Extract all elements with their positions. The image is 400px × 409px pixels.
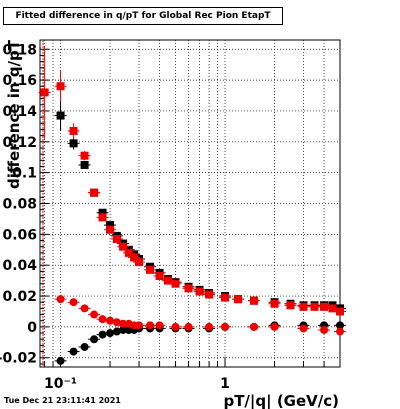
data-point: [90, 335, 99, 344]
data-point: [171, 279, 180, 288]
data-point: [119, 242, 128, 251]
data-point: [98, 208, 107, 217]
data-point: [184, 322, 193, 331]
data-point: [221, 293, 230, 302]
series-1: [38, 46, 346, 316]
data-point: [299, 324, 308, 333]
data-point: [184, 284, 193, 293]
data-point: [90, 310, 99, 319]
data-point: [98, 330, 107, 339]
y-tick-label: 0.14: [2, 104, 37, 120]
data-point: [135, 321, 144, 330]
data-point: [221, 322, 230, 331]
data-point: [69, 127, 78, 136]
data-point: [98, 315, 107, 324]
y-tick-label: 0: [27, 320, 37, 336]
axis-ticks: [40, 48, 341, 367]
data-point: [320, 325, 329, 334]
y-tick-label: 0.18: [2, 42, 37, 58]
data-point: [336, 327, 344, 336]
data-point: [80, 160, 89, 169]
data-point: [98, 213, 107, 222]
data-point: [56, 111, 65, 120]
data-point: [69, 347, 78, 356]
data-point: [69, 139, 78, 148]
y-tick-label: 0.06: [2, 227, 37, 243]
x-tick-label: 1: [220, 376, 230, 392]
series-3: [54, 295, 346, 336]
data-point: [328, 304, 337, 313]
data-point: [80, 151, 89, 160]
data-point: [124, 248, 133, 257]
data-point: [112, 234, 121, 243]
y-axis-label: difference in q/pT: [5, 39, 23, 189]
y-tick-label: 0.02: [2, 289, 37, 305]
data-point: [106, 329, 115, 338]
data-point: [135, 258, 144, 267]
data-point: [90, 188, 99, 197]
data-point: [106, 225, 115, 234]
chart-title: Fitted difference in q/pT for Global Rec…: [3, 7, 283, 25]
data-point: [195, 287, 204, 296]
data-point: [270, 299, 279, 308]
data-point: [40, 88, 49, 97]
y-tick-label: -0.02: [0, 351, 37, 367]
x-tick-label: 10⁻¹: [44, 376, 77, 392]
data-point: [80, 342, 89, 351]
data-marks: [38, 46, 346, 365]
data-point: [130, 253, 139, 262]
data-point: [56, 295, 65, 304]
data-point: [336, 321, 344, 330]
data-point: [56, 82, 65, 91]
data-point: [249, 322, 258, 331]
data-point: [205, 322, 214, 331]
data-point: [106, 221, 115, 230]
timestamp: Tue Dec 21 23:11:41 2021: [4, 396, 121, 405]
data-point: [320, 302, 329, 311]
data-point: [56, 356, 65, 365]
data-point: [299, 302, 308, 311]
data-point: [80, 304, 89, 313]
data-point: [163, 276, 172, 285]
data-point: [69, 298, 78, 307]
data-point: [249, 296, 258, 305]
y-tick-label: 0.16: [2, 73, 37, 89]
data-point: [286, 301, 295, 310]
data-point: [171, 322, 180, 331]
data-point: [205, 290, 214, 299]
tick-labels: -0.02 0 0.02 0.04 0.06 0.08 0.1 0.12 0.14 0.16 0.1…: [0, 42, 230, 392]
x-axis-label: pT/|q| (GeV/c): [223, 392, 339, 409]
data-point: [310, 302, 319, 311]
y-tick-label: 0.08: [2, 197, 37, 213]
y-tick-label: 0.04: [2, 258, 37, 274]
y-tick-label: 0.12: [2, 135, 37, 151]
data-point: [270, 322, 279, 331]
data-point: [336, 307, 344, 316]
data-point: [146, 321, 155, 330]
y-tick-label: 0.1: [12, 166, 37, 182]
data-point: [146, 265, 155, 274]
data-point: [155, 321, 164, 330]
data-point: [155, 271, 164, 280]
data-point: [234, 295, 243, 304]
data-point: [106, 316, 115, 325]
